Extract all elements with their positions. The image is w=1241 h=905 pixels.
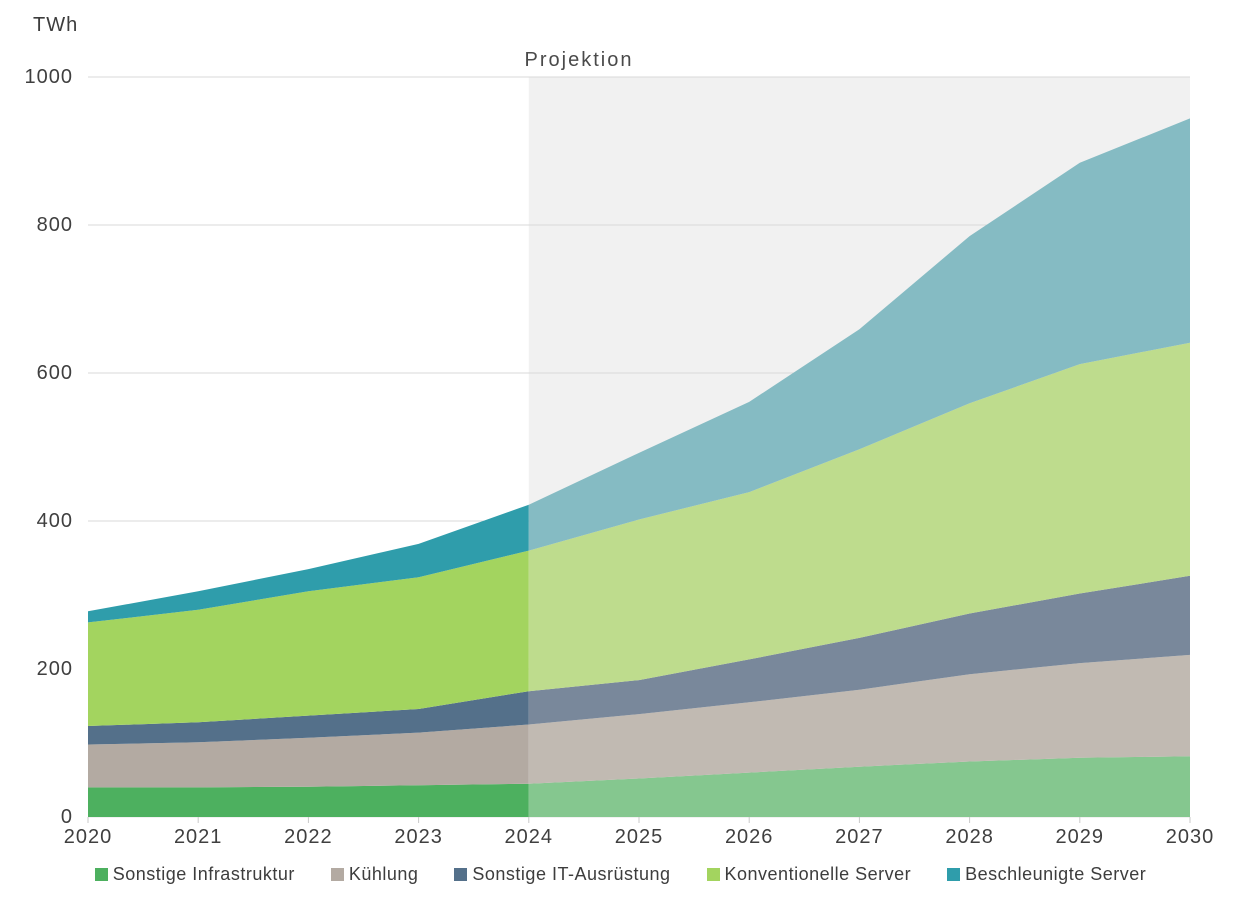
- legend-item-konventionelle-server: Konventionelle Server: [706, 864, 912, 885]
- y-axis-unit-label: TWh: [33, 14, 79, 36]
- stacked-area-chart: [87, 76, 1191, 823]
- legend-swatch-sonstige-it-ausr-stung: [454, 868, 468, 881]
- area-beschleunigte-server-historisch: [88, 504, 529, 623]
- x-tick-label-2020: 2020: [63, 826, 113, 848]
- x-tick-label-2027: 2027: [835, 826, 884, 848]
- x-tick-label-2026: 2026: [724, 826, 774, 848]
- y-tick-label-1000: 1000: [24, 66, 73, 88]
- y-tick-label-600: 600: [36, 362, 73, 384]
- legend-label: Kühlung: [348, 864, 419, 884]
- legend-item-k-hlung: Kühlung: [330, 864, 419, 885]
- projection-annotation: Projektion: [524, 49, 634, 71]
- x-tick-label-2025: 2025: [614, 826, 664, 848]
- area-beschleunigte-server-projektion: [528, 118, 1190, 551]
- legend-swatch-sonstige-infrastruktur: [94, 868, 108, 881]
- legend-label: Konventionelle Server: [724, 864, 912, 884]
- legend-item-sonstige-infrastruktur: Sonstige Infrastruktur: [94, 864, 295, 885]
- area-sonstige-it-ausr-stung-projektion: [528, 575, 1190, 725]
- y-tick-label-0: 0: [60, 806, 73, 828]
- y-tick-label-800: 800: [36, 214, 73, 236]
- legend-label: Sonstige IT-Ausrüstung: [472, 864, 671, 884]
- area-k-hlung-historisch: [88, 724, 529, 788]
- legend-label: Beschleunigte Server: [965, 864, 1147, 884]
- legend-swatch-k-hlung: [330, 868, 344, 881]
- legend-label: Sonstige Infrastruktur: [112, 864, 295, 884]
- area-sonstige-infrastruktur-projektion: [528, 756, 1190, 817]
- x-tick-label-2030: 2030: [1165, 826, 1215, 848]
- x-tick-label-2029: 2029: [1055, 826, 1105, 848]
- legend-item-sonstige-it-ausr-stung: Sonstige IT-Ausrüstung: [454, 864, 670, 885]
- area-konventionelle-server-historisch: [88, 550, 529, 726]
- y-tick-label-400: 400: [36, 510, 73, 532]
- area-konventionelle-server-projektion: [528, 342, 1190, 692]
- legend-swatch-konventionelle-server: [706, 868, 720, 881]
- x-tick-label-2024: 2024: [504, 826, 554, 848]
- legend-swatch-beschleunigte-server: [947, 868, 961, 881]
- chart-legend: Sonstige Infrastruktur Kühlung Sonstige IT…: [0, 864, 1241, 885]
- x-tick-label-2022: 2022: [284, 826, 333, 848]
- x-tick-label-2028: 2028: [945, 826, 994, 848]
- x-tick-label-2021: 2021: [173, 826, 223, 848]
- area-sonstige-it-ausr-stung-historisch: [88, 691, 529, 745]
- area-k-hlung-projektion: [528, 654, 1190, 784]
- x-tick-label-2023: 2023: [394, 826, 443, 848]
- area-sonstige-infrastruktur-historisch: [88, 783, 529, 817]
- y-tick-label-200: 200: [36, 658, 73, 680]
- legend-item-beschleunigte-server: Beschleunigte Server: [947, 864, 1146, 885]
